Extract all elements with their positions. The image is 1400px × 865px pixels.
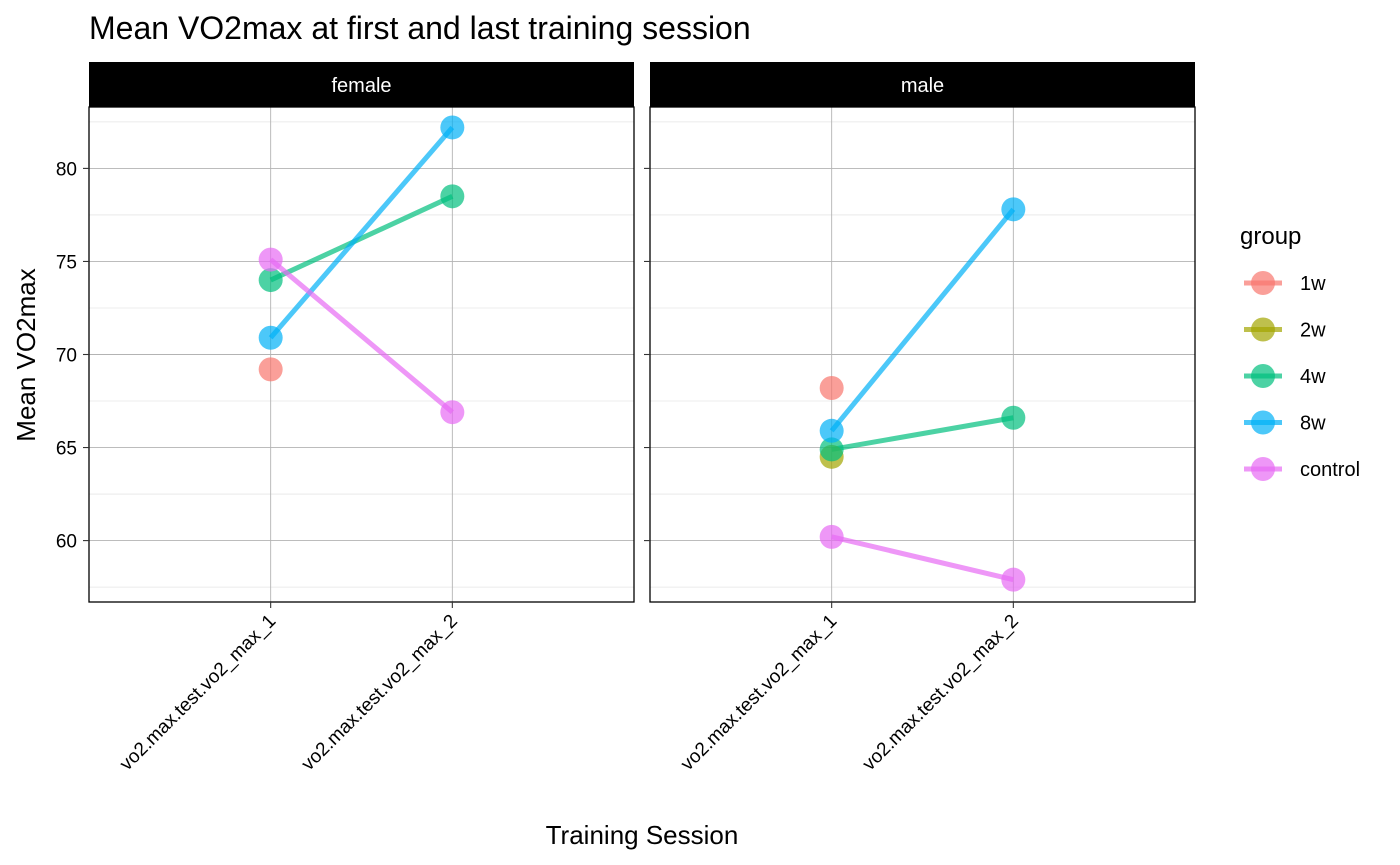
x-tick-label: vo2.max.test.vo2_max_2	[298, 611, 462, 775]
legend-label: control	[1300, 459, 1360, 481]
data-point-1w	[819, 375, 844, 400]
x-tick-label: vo2.max.test.vo2_max_1	[677, 611, 841, 775]
panel-strip-label: female	[331, 75, 391, 97]
legend-item-1w: 1w	[1244, 271, 1326, 295]
panel-female: female 60 65 70 75 80 vo2.max.test.vo2_max_1 vo…	[56, 62, 635, 775]
legend-key-point	[1251, 410, 1275, 435]
data-point-1w	[258, 357, 283, 382]
data-point-control	[819, 524, 844, 549]
legend-item-2w: 2w	[1244, 317, 1326, 342]
series-line-4w	[269, 194, 454, 283]
legend-label: 4w	[1300, 366, 1326, 388]
series-line-4w	[831, 415, 1014, 452]
y-axis-title: Mean VO2max	[11, 268, 41, 441]
y-tick-label: 65	[56, 439, 77, 460]
data-point-8w	[819, 418, 844, 443]
data-point-4w	[258, 268, 283, 293]
data-point-4w	[440, 184, 465, 209]
legend-label: 8w	[1300, 413, 1326, 435]
series-line-8w	[268, 125, 455, 340]
series-line-8w	[829, 207, 1016, 433]
chart-title: Mean VO2max at first and last training s…	[89, 10, 751, 46]
data-point-8w	[258, 325, 283, 350]
legend-key-point	[1251, 364, 1275, 388]
x-tick-label: vo2.max.test.vo2_max_1	[116, 611, 280, 775]
legend-key-point	[1251, 457, 1275, 481]
y-tick-label: 60	[56, 532, 77, 553]
data-point-8w	[440, 115, 465, 140]
data-point-8w	[1001, 197, 1026, 222]
panel-strip-label: male	[901, 75, 944, 97]
panel-strip	[650, 62, 1195, 107]
data-point-4w	[1001, 405, 1026, 430]
legend-title: group	[1240, 223, 1301, 250]
data-point-control	[258, 247, 283, 272]
y-tick-label: 70	[56, 346, 77, 367]
x-tick-label: vo2.max.test.vo2_max_2	[859, 611, 1023, 775]
legend-label: 2w	[1300, 320, 1326, 342]
panel-male: male vo2.max.test.vo2_max_1 vo2.max.test.v…	[644, 62, 1196, 775]
legend-item-control: control	[1244, 457, 1360, 481]
legend: group 1w 2w 4w 8w control	[1240, 223, 1360, 481]
legend-key-point	[1251, 271, 1275, 295]
legend-item-8w: 8w	[1244, 410, 1326, 435]
y-tick-label: 75	[56, 252, 77, 273]
data-point-control	[1001, 567, 1026, 592]
series-line-control	[831, 534, 1014, 583]
legend-key-point	[1251, 317, 1275, 342]
data-point-control	[440, 400, 465, 425]
y-tick-label: 80	[56, 159, 77, 180]
x-axis-title: Training Session	[546, 820, 739, 850]
legend-label: 1w	[1300, 273, 1326, 295]
panel-strip	[89, 62, 634, 107]
legend-item-4w: 4w	[1244, 364, 1326, 388]
data-point-4w	[819, 437, 844, 462]
series-line-control	[269, 257, 454, 415]
